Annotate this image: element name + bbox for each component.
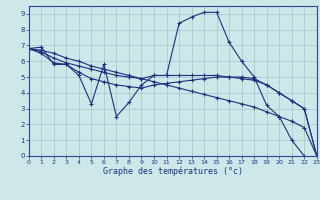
X-axis label: Graphe des températures (°c): Graphe des températures (°c) (103, 167, 243, 176)
